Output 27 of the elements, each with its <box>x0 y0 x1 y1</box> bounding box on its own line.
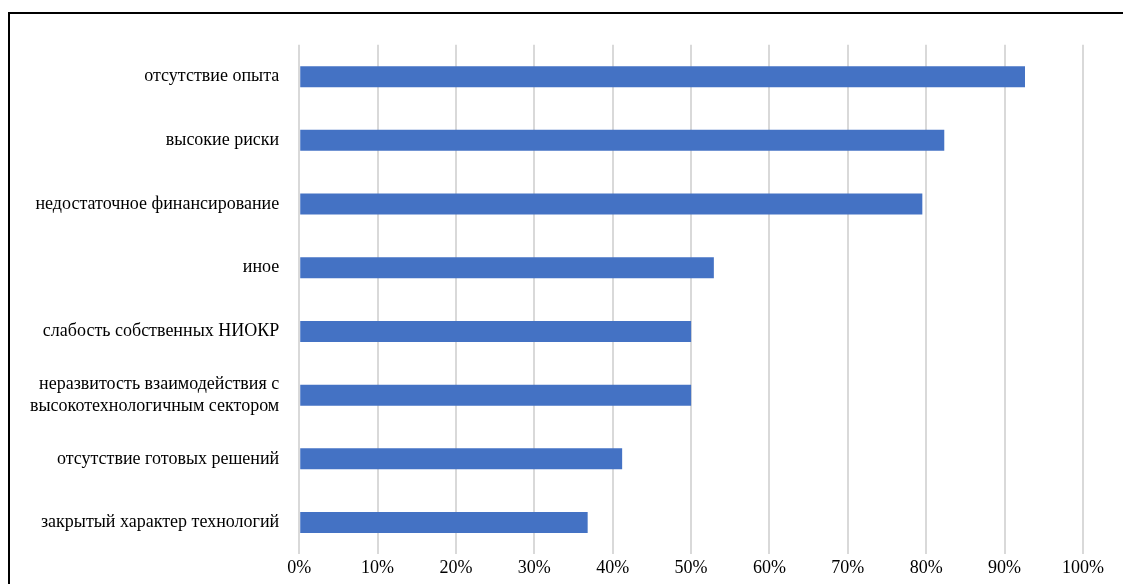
bar <box>300 193 923 215</box>
y-tick-label: недостаточное финансирование <box>35 192 280 213</box>
x-tick-label: 10% <box>361 556 395 577</box>
y-tick-label: иное <box>242 256 280 277</box>
x-tick-label: 0% <box>287 556 312 577</box>
x-tick-label: 60% <box>753 556 786 577</box>
bar <box>300 512 588 534</box>
bar <box>300 448 623 470</box>
y-tick-label: отсутствие опыта <box>144 65 280 86</box>
x-tick-label: 80% <box>909 556 943 577</box>
x-tick-label: 20% <box>439 556 473 577</box>
y-tick-label: неразвитость взаимодействия с высокотехнологичным сектором <box>29 373 280 415</box>
bar <box>300 129 945 151</box>
y-tick-label: высокие риски <box>165 129 280 150</box>
x-tick-label: 100% <box>1062 556 1104 577</box>
y-tick-label: слабость собственных НИОКР <box>42 320 280 341</box>
x-tick-label: 40% <box>596 556 630 577</box>
y-tick-label: закрытый характер технологий <box>40 511 280 532</box>
x-tick-label: 30% <box>517 556 551 577</box>
y-tick-label: отсутствие готовых решений <box>56 447 280 468</box>
x-tick-label: 90% <box>988 556 1022 577</box>
x-tick-label: 70% <box>831 556 865 577</box>
bar <box>300 384 692 406</box>
bar <box>300 257 714 279</box>
bar <box>300 320 692 342</box>
x-tick-label: 50% <box>674 556 708 577</box>
bar <box>300 66 1025 88</box>
